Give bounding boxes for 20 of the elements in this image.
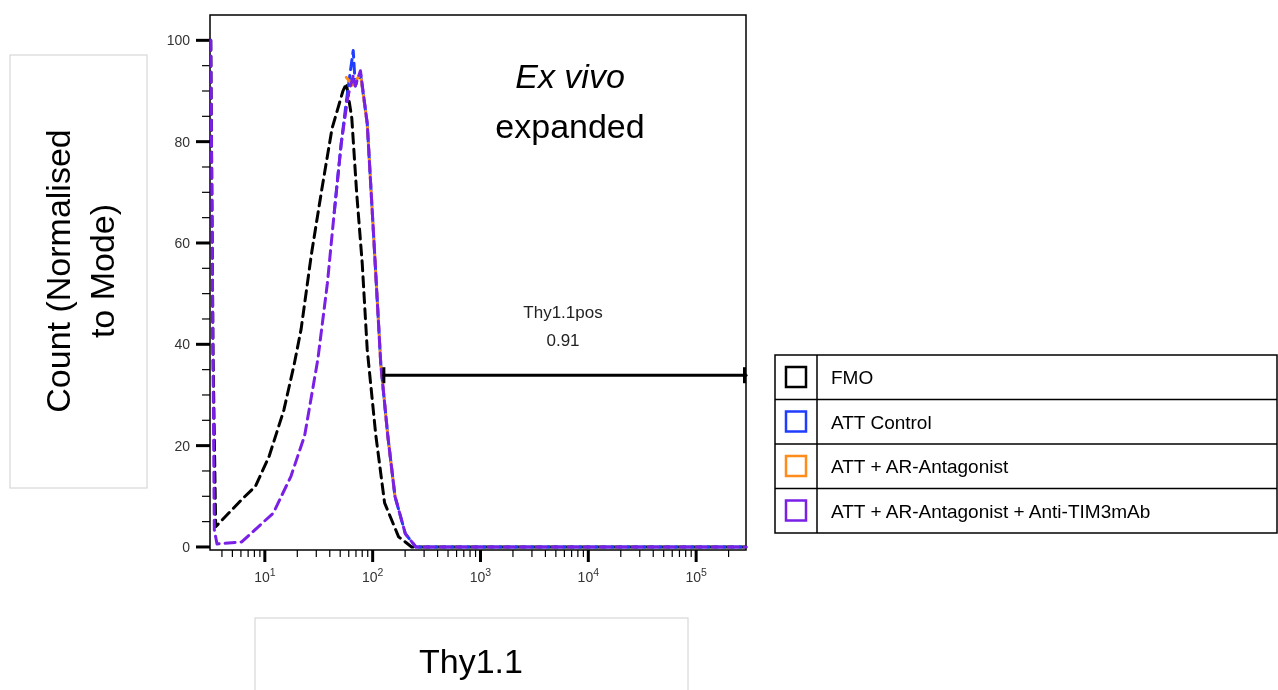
y-axis-title: Count (Normalised to Mode) [39,129,121,413]
y-tick-label: 40 [174,336,191,353]
legend-label: ATT + AR-Antagonist + Anti-TIM3mAb [831,500,1151,522]
x-tick-label: 10$^{4}$ [577,566,600,585]
x-tick-label: 10$^{2}$ [361,566,384,585]
y-tick-label: 80 [174,133,191,150]
legend-label: FMO [831,367,874,388]
y-tick-label: 100 [166,32,191,49]
y-tick-label: 20 [174,437,191,454]
annotation: 0.91 [546,331,580,350]
text: Ex vivo expanded [495,57,645,145]
annotation: Thy1.1pos [523,303,603,322]
legend-label: ATT + AR-Antagonist [831,456,1009,477]
y-tick-label: 60 [174,234,191,251]
x-tick-label: 10$^{1}$ [254,566,276,585]
x-tick-label: 10$^{3}$ [469,566,492,585]
x-tick-label: 10$^{5}$ [685,566,708,585]
legend-label: ATT Control [831,411,932,433]
y-tick-label: 0 [182,538,191,555]
x-axis-title: Thy1.1 [419,642,523,680]
